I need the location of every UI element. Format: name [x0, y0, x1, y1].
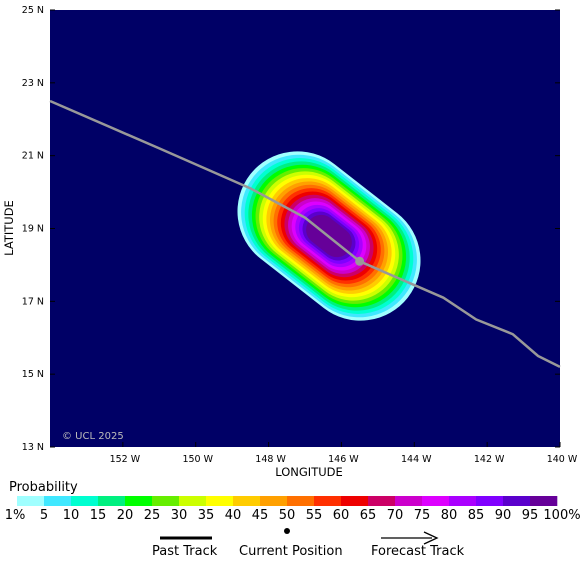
legend-swatch [260, 496, 288, 506]
x-tick-label: 148 W [255, 454, 286, 465]
past-track-label: Past Track [152, 544, 218, 559]
legend-swatch [449, 496, 477, 506]
watermark: © UCL 2025 [62, 431, 124, 442]
x-tick-label: 142 W [474, 454, 505, 465]
legend-label: 65 [360, 508, 377, 523]
current-position-label: Current Position [239, 544, 343, 559]
legend-label: 45 [252, 508, 269, 523]
legend-label: 5 [40, 508, 48, 523]
y-tick-label: 21 N [22, 151, 44, 162]
x-axis-label: LONGITUDE [275, 465, 343, 479]
current-position-symbol [284, 528, 290, 534]
legend-label: 35 [198, 508, 215, 523]
legend-label: 20 [117, 508, 134, 523]
legend-swatch [206, 496, 234, 506]
legend-swatch [233, 496, 261, 506]
legend-label: 1% [5, 508, 26, 523]
legend-label: 75 [414, 508, 431, 523]
x-tick-label: 144 W [401, 454, 432, 465]
legend-swatch [71, 496, 99, 506]
legend-label: 95 [522, 508, 539, 523]
forecast-track-line [49, 99, 561, 369]
legend-swatch [125, 496, 153, 506]
legend-swatch [530, 496, 558, 506]
legend-label: 30 [171, 508, 188, 523]
legend-title: Probability [9, 480, 78, 495]
legend-swatch [179, 496, 207, 506]
legend-swatch [476, 496, 504, 506]
x-tick-label: 146 W [328, 454, 359, 465]
forecast-track-label: Forecast Track [371, 544, 465, 559]
legend-swatch [422, 496, 450, 506]
legend-swatch [314, 496, 342, 506]
legend-color-bar [17, 496, 558, 506]
x-tick-label: 140 W [547, 454, 578, 465]
legend-label: 55 [306, 508, 323, 523]
legend-labels: 1% 5 10 15 20 25 30 35 40 45 50 55 60 65 70 75 80 85 90 95 1… [5, 508, 580, 523]
legend-label: 60 [333, 508, 350, 523]
legend-swatch [368, 496, 396, 506]
forecast-arrow-head-icon [423, 531, 439, 545]
legend-label: 100% [543, 508, 580, 523]
storm-track [49, 99, 561, 369]
axis-ticks: 152 W 150 W 148 W 146 W 144 W 142 W 140 W 25 N 2… [22, 5, 578, 465]
legend-label: 70 [387, 508, 404, 523]
y-tick-label: 15 N [22, 369, 44, 380]
y-axis-label: LATITUDE [2, 200, 16, 256]
legend-swatch [44, 496, 72, 506]
x-tick-label: 150 W [182, 454, 213, 465]
legend-label: 80 [441, 508, 458, 523]
y-tick-label: 13 N [22, 442, 44, 453]
x-tick-label: 152 W [110, 454, 141, 465]
legend-swatch [152, 496, 180, 506]
legend-label: 90 [495, 508, 512, 523]
y-tick-label: 23 N [22, 78, 44, 89]
legend-swatch [287, 496, 315, 506]
legend-swatch [17, 496, 45, 506]
legend-swatch [98, 496, 126, 506]
y-tick-label: 17 N [22, 296, 44, 307]
legend-swatch [395, 496, 423, 506]
y-tick-label: 19 N [22, 224, 44, 235]
legend-label: 15 [90, 508, 107, 523]
legend-label: 10 [63, 508, 80, 523]
legend-label: 25 [144, 508, 161, 523]
current-position-marker [355, 256, 365, 266]
legend-label: 85 [468, 508, 485, 523]
legend-swatch [503, 496, 531, 506]
y-tick-label: 25 N [22, 5, 44, 16]
legend-label: 50 [279, 508, 296, 523]
legend-swatch [341, 496, 369, 506]
legend-label: 40 [225, 508, 242, 523]
